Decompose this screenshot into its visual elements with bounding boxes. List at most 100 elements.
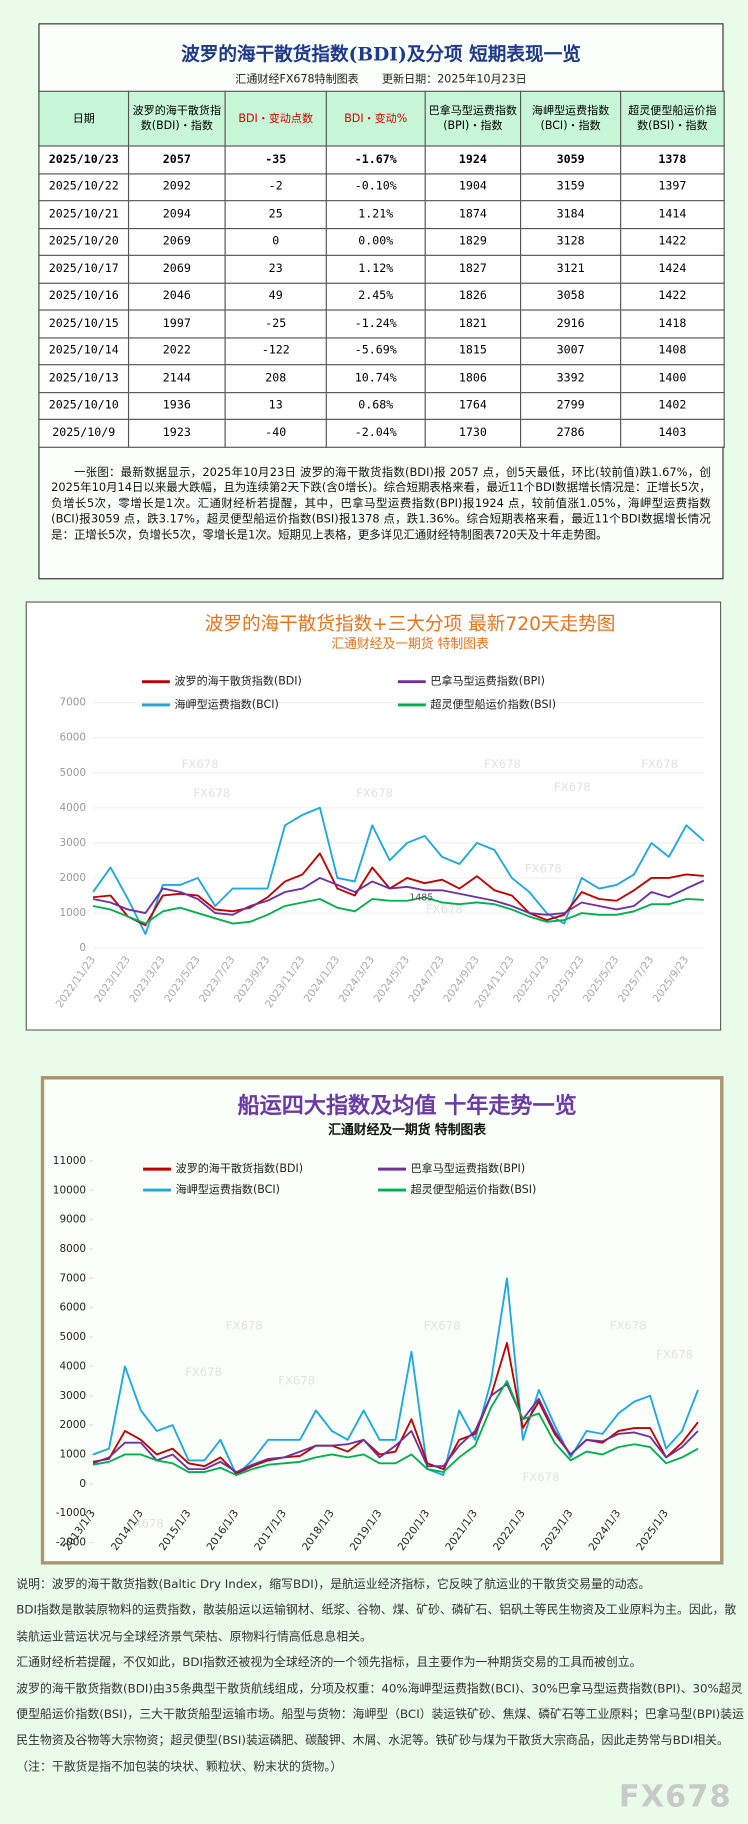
- y-tick-label: 5000: [59, 1331, 86, 1343]
- table-cell: 2025/10/17: [38, 254, 130, 284]
- table-cell: 1422: [620, 227, 725, 256]
- table-cell: 25: [224, 200, 327, 229]
- table-cell: 0.00%: [325, 227, 426, 256]
- explanation-paragraph: 汇通财经析若提醒，不仅如此，BDI指数还被视为全球经济的一个领先指标，且主要作为…: [16, 1656, 642, 1670]
- table-row: 2025/10/22 2092 -2 -0.10% 1904 3159 1397: [38, 172, 725, 202]
- table-cell: 1402: [620, 391, 725, 420]
- watermark: FX678: [127, 1516, 164, 1530]
- table-cell: 1730: [424, 418, 522, 448]
- table-cell: 2025/10/13: [38, 364, 130, 393]
- table-cell: 2094: [127, 200, 226, 229]
- table-cell: 2786: [519, 418, 622, 448]
- legend-label: 超灵便型船运价指数(BSI): [411, 1182, 537, 1196]
- table-cell: 2022: [127, 336, 226, 366]
- table-cell: 3007: [519, 336, 622, 366]
- table-cell: 208: [224, 364, 327, 393]
- y-tick-label: -1000: [56, 1507, 86, 1519]
- table-cell: 1.21%: [325, 200, 426, 229]
- table-cell: 2069: [127, 227, 226, 256]
- table-cell: 49: [224, 282, 327, 311]
- table-cell: 1397: [620, 172, 725, 202]
- table-row: 2025/10/21 2094 25 1.21% 1874 3184 1414: [38, 200, 725, 229]
- series-line: [92, 1380, 699, 1476]
- table-update: 更新日期：2025年10月23日: [381, 73, 527, 87]
- y-tick-label: 1000: [59, 1448, 86, 1460]
- watermark: FX678: [226, 1319, 263, 1333]
- chart-subtitle: 汇通财经及一期货 特制图表: [331, 637, 489, 652]
- y-tick-label: 11000: [53, 1155, 86, 1167]
- table-row: 2025/10/10 1936 13 0.68% 1764 2799 1402: [38, 391, 725, 420]
- table-note: 一张图：最新数据显示，2025年10月23日 波罗的海干散货指数(BDI)报 2…: [51, 465, 711, 542]
- table-row: 2025/10/9 1923 -40 -2.04% 1730 2786 1403: [38, 418, 725, 448]
- header-row: 日期 波罗的海干散货指数(BDI)・指数 BDI・变动点数 BDI・变动% 巴拿马型运费…: [38, 90, 725, 147]
- table-cell: 10.74%: [325, 364, 426, 393]
- legend-label: 巴拿马型运费指数(BPI): [430, 674, 544, 688]
- table-cell: 2025/10/20: [38, 227, 130, 256]
- table-cell: 1806: [424, 364, 522, 393]
- explanation-paragraph: BDI指数是散装原物料的运费指数，散装船运以运输钢材、纸浆、谷物、煤、矿砂、磷矿…: [16, 1604, 737, 1644]
- table-cell: 3392: [519, 364, 622, 393]
- table-cell: 1821: [424, 309, 522, 338]
- chart-10y: FX678 FX678 FX678 FX678 FX678 FX678 FX678 FX678…: [40, 1076, 724, 1565]
- table-cell: 2025/10/23: [38, 145, 130, 174]
- y-tick-label: 0: [79, 942, 86, 954]
- table-cell: 2046: [127, 282, 226, 311]
- table-title: 波罗的海干散货指数(BDI)及分项 短期表现一览: [181, 43, 581, 66]
- table-cell: 1378: [620, 145, 725, 174]
- table-cell: -0.10%: [325, 172, 426, 202]
- legend-label: 波罗的海干散货指数(BDI): [174, 674, 301, 688]
- table-cell: 2025/10/10: [38, 391, 130, 420]
- y-tick-label: 3000: [59, 837, 86, 849]
- table-cell: 1997: [127, 309, 226, 338]
- table-source: 汇通财经FX678特制图表: [235, 73, 359, 87]
- table-cell: 3058: [519, 282, 622, 311]
- watermark: FX678: [610, 1319, 647, 1333]
- chart-subtitle: 汇通财经及一期货 特制图表: [328, 1122, 486, 1138]
- chart-title: 波罗的海干散货指数+三大分项 最新720天走势图: [205, 614, 616, 635]
- y-tick-label: 3000: [59, 1390, 86, 1402]
- legend-label: 波罗的海干散货指数(BDI): [176, 1161, 303, 1175]
- column-header: 巴拿马型运费指数(BPI)・指数: [424, 90, 522, 147]
- watermark: FX678: [554, 780, 591, 794]
- table-row: 2025/10/23 2057 -35 -1.67% 1924 3059 1378: [38, 145, 725, 174]
- column-header: BDI・变动点数: [224, 90, 327, 147]
- table-cell: -25: [224, 309, 327, 338]
- y-tick-label: 9000: [59, 1214, 86, 1226]
- table-cell: -5.69%: [325, 336, 426, 366]
- table-cell: 3059: [519, 145, 622, 174]
- table-cell: 3159: [519, 172, 622, 202]
- table-cell: 1904: [424, 172, 522, 202]
- y-tick-label: 1000: [59, 907, 86, 919]
- column-header: 日期: [38, 90, 130, 147]
- table-cell: 1422: [620, 282, 725, 311]
- table-cell: 1924: [424, 145, 522, 174]
- table-cell: 1424: [620, 254, 725, 284]
- column-header: 海岬型运费指数(BCI)・指数: [519, 90, 622, 147]
- table-cell: 1.12%: [325, 254, 426, 284]
- table-cell: 13: [224, 391, 327, 420]
- explanation-paragraph: 说明：波罗的海干散货指数(Baltic Dry Index，缩写BDI)，是航运…: [16, 1578, 651, 1592]
- table-cell: 1408: [620, 336, 725, 366]
- table-cell: 2069: [127, 254, 226, 284]
- column-header: 波罗的海干散货指数(BDI)・指数: [127, 90, 226, 147]
- table-cell: 1827: [424, 254, 522, 284]
- series-line: [92, 852, 704, 927]
- table-cell: 2025/10/21: [38, 200, 130, 229]
- watermark: FX678: [656, 1348, 693, 1362]
- table-cell: 2799: [519, 391, 622, 420]
- watermark: FX678: [185, 1365, 222, 1379]
- table-cell: -40: [224, 418, 327, 448]
- summary-table: 日期 波罗的海干散货指数(BDI)・指数 BDI・变动点数 BDI・变动% 巴拿马型运费…: [38, 90, 725, 448]
- series-line: [92, 1277, 699, 1476]
- explanation: 说明：波罗的海干散货指数(Baltic Dry Index，缩写BDI)，是航运…: [16, 1573, 744, 1782]
- y-tick-label: 2000: [59, 872, 86, 884]
- table-body: 2025/10/23 2057 -35 -1.67% 1924 3059 1378 2025/…: [38, 145, 725, 448]
- table-cell: 2025/10/22: [38, 172, 130, 202]
- table-cell: 1923: [127, 418, 226, 448]
- table-cell: 1815: [424, 336, 522, 366]
- series-line: [92, 896, 704, 925]
- series-line: [92, 1383, 699, 1473]
- table-cell: 3184: [519, 200, 622, 229]
- y-tick-label: 4000: [59, 1360, 86, 1372]
